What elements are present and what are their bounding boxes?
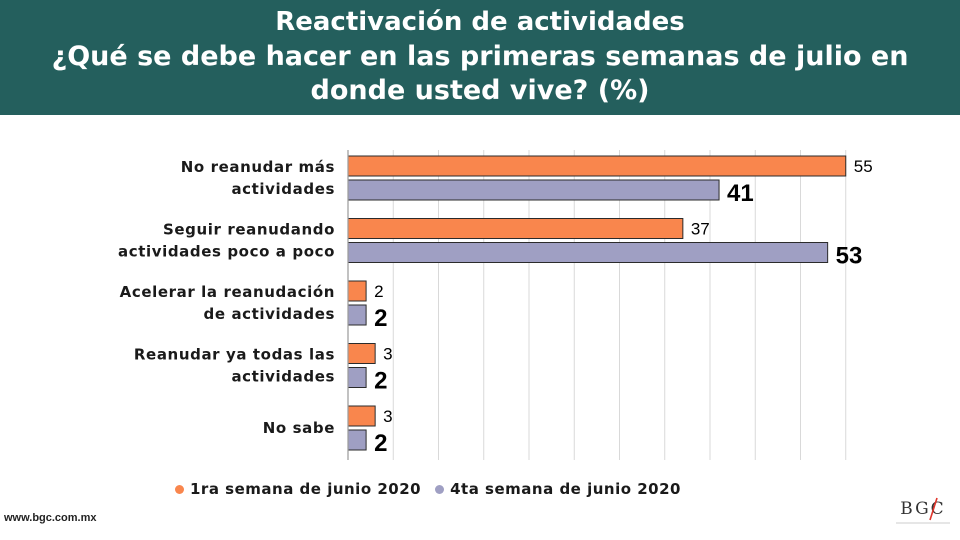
bar-series-2 [347,304,367,326]
data-label-series-1: 2 [374,282,383,301]
header-banner: Reactivación de actividades ¿Qué se debe… [0,0,960,115]
data-label-series-2: 2 [374,430,387,457]
legend-swatch-series-1 [175,484,184,494]
category-label: Seguir reanudando [163,221,335,239]
category-label: No reanudar más [181,158,335,176]
bar-series-2 [347,429,367,451]
data-label-series-2: 41 [727,180,754,207]
bar-chart: No reanudar más actividades 55 41 Seguir rea… [118,150,873,460]
bar-series-2 [347,367,367,388]
legend-label-series-1: 1ra semana de junio 2020 [190,480,422,498]
logo-text: BGC [900,499,945,519]
category-label: de actividades [204,305,335,323]
legend-item-series-1: 1ra semana de junio 2020 [175,480,421,498]
category-label: actividades poco a poco [118,243,335,261]
data-label-series-1: 3 [383,345,392,364]
data-label-series-2: 53 [836,243,863,270]
category-label: actividades [231,368,335,386]
data-label-series-1: 55 [854,157,873,176]
logo-slash [929,497,938,521]
bar-series-1 [347,155,847,177]
legend-swatch-series-2 [435,484,445,494]
bgc-logo: BGC [896,497,950,524]
bar-series-1 [347,343,376,364]
bar-series-2 [347,179,720,201]
category-label: No sabe [263,419,335,437]
bar-series-2 [347,242,829,263]
bar-series-1 [347,405,376,427]
data-label-series-2: 2 [374,305,387,332]
data-label-series-1: 37 [691,220,710,239]
chart-title: Reactivación de actividades [275,7,685,37]
bar-series-1 [347,218,684,239]
legend-item-series-2: 4ta semana de junio 2020 [435,480,681,498]
category-label: actividades [231,180,335,198]
data-label-series-2: 2 [374,368,387,395]
chart-subtitle: ¿Qué se debe hacer en las primeras seman… [51,41,909,106]
legend-label-series-2: 4ta semana de junio 2020 [450,480,681,498]
legend: 1ra semana de junio 2020 4ta semana de j… [175,477,681,501]
bar-series-1 [347,280,367,302]
footer-url: www.bgc.com.mx [4,512,97,524]
data-label-series-1: 3 [383,407,392,426]
category-label: Reanudar ya todas las [134,346,335,364]
category-label: Acelerar la reanudación [120,283,335,301]
